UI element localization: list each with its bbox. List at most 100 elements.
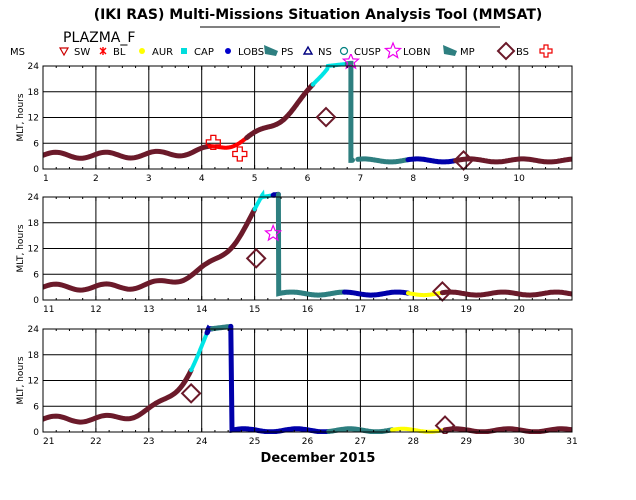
y-tick-label: 24 bbox=[28, 325, 40, 335]
legend-item-mp: MP bbox=[443, 45, 475, 58]
orbit-segment-sw bbox=[453, 156, 572, 165]
legend-marker bbox=[496, 41, 516, 61]
x-tick-label: 31 bbox=[566, 437, 577, 447]
y-axis-label: MLT, hours bbox=[16, 93, 26, 141]
x-tick-label: 27 bbox=[355, 437, 366, 447]
lobn-marker bbox=[263, 223, 283, 242]
x-tick-label: 1 bbox=[43, 174, 49, 184]
x-axis-label: December 2015 bbox=[261, 451, 376, 466]
legend-item-bl: BL bbox=[99, 47, 126, 58]
y-tick-label: 24 bbox=[28, 193, 40, 203]
y-tick-label: 18 bbox=[28, 88, 40, 98]
legend-marker bbox=[58, 47, 70, 57]
panel-data bbox=[43, 189, 572, 302]
x-tick-label: 10 bbox=[513, 174, 525, 184]
orbit-segment-lobs bbox=[405, 156, 459, 165]
legend-marker bbox=[302, 45, 314, 55]
legend-item-extra bbox=[539, 44, 553, 58]
x-tick-label: 11 bbox=[43, 305, 54, 315]
orbit-segment-sw bbox=[43, 206, 258, 293]
legend-label: MP bbox=[460, 47, 475, 58]
orbit-segment-ps bbox=[302, 289, 347, 298]
y-tick-label: 18 bbox=[28, 351, 40, 361]
legend-label: AUR bbox=[152, 47, 173, 58]
legend-item-aur: AUR bbox=[139, 47, 173, 58]
orbit-segment-ps bbox=[275, 191, 308, 297]
bs-marker bbox=[232, 146, 248, 162]
y-axis-label: MLT, hours bbox=[16, 356, 26, 404]
y-tick-label: 0 bbox=[33, 296, 39, 306]
legend-marker bbox=[339, 46, 349, 56]
legend-item-lobs: LOBS bbox=[225, 47, 264, 58]
x-tick-label: 24 bbox=[196, 437, 208, 447]
legend-item-lobn: LOBN bbox=[383, 41, 430, 59]
y-tick-label: 6 bbox=[33, 270, 39, 280]
panel-data bbox=[43, 54, 572, 171]
legend-item-ns: NS bbox=[302, 45, 332, 58]
y-tick-label: 12 bbox=[28, 114, 39, 124]
x-tick-label: 12 bbox=[90, 305, 101, 315]
x-tick-label: 28 bbox=[408, 437, 420, 447]
orbit-segment-cap bbox=[189, 330, 209, 373]
x-tick-label: 15 bbox=[249, 305, 260, 315]
mp-marker bbox=[180, 382, 202, 404]
mp-marker bbox=[245, 247, 267, 269]
mp-marker bbox=[315, 106, 337, 128]
orbit-segment-sw bbox=[439, 289, 572, 298]
x-tick-label: 18 bbox=[408, 305, 420, 315]
x-tick-label: 16 bbox=[302, 305, 314, 315]
x-tick-label: 20 bbox=[513, 305, 525, 315]
legend-label: NS bbox=[318, 47, 332, 58]
lobn-marker bbox=[341, 54, 361, 70]
x-tick-label: 3 bbox=[146, 174, 152, 184]
bs-marker bbox=[205, 134, 221, 151]
legend-label: CAP bbox=[194, 47, 214, 58]
panel-2: 11 12 13 14 15 16 17 18 19 20 0 6 12 18 24 MLT, hours bbox=[16, 189, 573, 315]
x-tick-label: 9 bbox=[463, 174, 469, 184]
orbit-segment-aur bbox=[390, 426, 447, 434]
y-tick-label: 12 bbox=[28, 377, 39, 387]
x-tick-label: 26 bbox=[302, 437, 314, 447]
legend-marker bbox=[264, 45, 278, 56]
legend-item-cap: CAP bbox=[181, 47, 214, 58]
orbit-segment-lobs bbox=[342, 289, 411, 298]
legend-item-sw: SW bbox=[58, 47, 90, 58]
legend-marker bbox=[181, 48, 187, 54]
y-axis-label: MLT, hours bbox=[16, 224, 26, 272]
y-tick-label: 6 bbox=[33, 139, 39, 149]
legend: MS SW BL AUR CAP LOBS PS NS CUSP LOBN MP BS bbox=[10, 41, 553, 61]
mp-marker bbox=[434, 415, 456, 434]
x-tick-label: 29 bbox=[460, 437, 472, 447]
legend-marker bbox=[99, 47, 107, 55]
orbit-segment-sw bbox=[442, 426, 572, 434]
x-tick-label: 23 bbox=[143, 437, 154, 447]
x-tick-label: 22 bbox=[90, 437, 101, 447]
y-tick-label: 12 bbox=[28, 245, 39, 255]
y-tick-label: 6 bbox=[33, 402, 39, 412]
chart-subtitle: PLAZMA_F bbox=[63, 30, 135, 46]
legend-label: LOBN bbox=[403, 47, 430, 58]
legend-marker bbox=[225, 48, 231, 54]
y-tick-label: 18 bbox=[28, 219, 40, 229]
orbit-segment-sw bbox=[244, 82, 316, 141]
orbit-segment-lobs bbox=[228, 323, 332, 434]
legend-item-cusp: CUSP bbox=[339, 46, 381, 58]
x-tick-label: 5 bbox=[252, 174, 258, 184]
legend-marker bbox=[139, 48, 145, 54]
x-tick-label: 7 bbox=[358, 174, 364, 184]
panel-3: 21 22 23 24 25 26 27 28 29 30 31 0 6 12 18 24 MLT, hours bbox=[16, 323, 578, 447]
x-tick-label: 4 bbox=[199, 174, 205, 184]
x-tick-label: 21 bbox=[43, 437, 54, 447]
legend-label: LOBS bbox=[238, 47, 264, 58]
legend-item-ms: MS bbox=[10, 47, 25, 58]
legend-label: MS bbox=[10, 47, 25, 58]
legend-marker bbox=[443, 45, 457, 56]
legend-item-bs: BS bbox=[496, 41, 529, 61]
x-tick-label: 30 bbox=[513, 437, 525, 447]
orbit-segment-ps bbox=[209, 323, 234, 332]
x-tick-label: 19 bbox=[460, 305, 472, 315]
x-tick-label: 14 bbox=[196, 305, 208, 315]
legend-label: BL bbox=[113, 47, 126, 58]
